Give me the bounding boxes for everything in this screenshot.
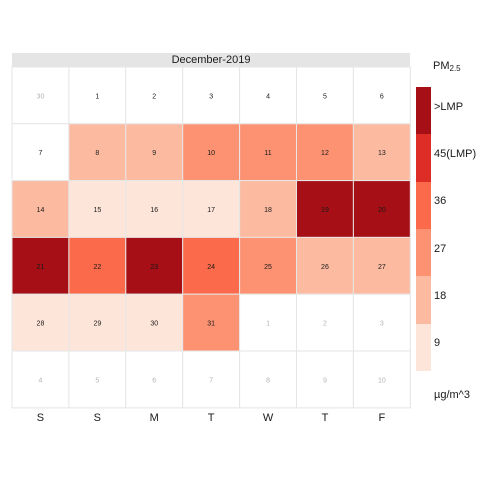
calendar-cell bbox=[125, 66, 184, 125]
day-number: 11 bbox=[264, 150, 271, 157]
day-number: 31 bbox=[207, 321, 215, 328]
day-number: 9 bbox=[152, 150, 156, 157]
calendar-cell bbox=[296, 293, 354, 352]
calendar-cell bbox=[182, 66, 241, 125]
weekday-label: M bbox=[149, 412, 159, 424]
day-number: 18 bbox=[264, 207, 272, 214]
day-number: 30 bbox=[150, 321, 158, 328]
day-number: 16 bbox=[150, 207, 158, 214]
day-number: 20 bbox=[378, 207, 386, 214]
legend-swatch bbox=[416, 229, 431, 277]
calendar-cell bbox=[239, 123, 298, 182]
day-number: 1 bbox=[266, 321, 270, 328]
day-number: 10 bbox=[378, 377, 386, 384]
legend-label: 45(LMP) bbox=[434, 148, 477, 160]
weekday-label: T bbox=[321, 412, 329, 424]
day-number: 19 bbox=[321, 207, 329, 214]
day-number: 15 bbox=[93, 207, 101, 214]
day-number: 17 bbox=[207, 207, 215, 214]
legend-swatch bbox=[416, 181, 431, 229]
calendar-cell bbox=[296, 123, 354, 182]
month-title: December-2019 bbox=[12, 53, 410, 67]
legend-label: 27 bbox=[434, 242, 447, 255]
day-number: 2 bbox=[152, 93, 156, 100]
calendar-cell bbox=[239, 66, 298, 125]
day-number: 22 bbox=[93, 264, 101, 271]
day-number: 9 bbox=[323, 377, 327, 384]
legend-label: 9 bbox=[434, 337, 441, 350]
calendar-cell bbox=[239, 180, 298, 238]
weekday-label: S bbox=[93, 412, 102, 424]
day-number: 6 bbox=[152, 377, 156, 384]
day-number: 3 bbox=[209, 93, 213, 100]
legend-label: >LMP bbox=[434, 100, 464, 113]
legend-swatch bbox=[416, 323, 431, 371]
legend-swatch bbox=[416, 134, 431, 182]
calendar-cell bbox=[68, 66, 127, 125]
day-number: 4 bbox=[38, 377, 42, 384]
weekday-label: S bbox=[36, 412, 45, 424]
legend-swatch bbox=[416, 276, 431, 324]
calendar-cell bbox=[352, 236, 411, 295]
calendar-cell bbox=[352, 180, 411, 238]
day-number: 2 bbox=[323, 321, 327, 328]
weekday-label: F bbox=[378, 412, 386, 424]
day-number: 10 bbox=[207, 150, 215, 157]
calendar-cell bbox=[296, 350, 354, 409]
legend-label: 18 bbox=[434, 290, 447, 302]
day-number: 8 bbox=[266, 377, 270, 384]
day-number: 7 bbox=[209, 377, 213, 384]
calendar-cell bbox=[182, 350, 241, 409]
legend-swatch bbox=[416, 87, 431, 135]
calendar-cell bbox=[68, 350, 127, 409]
day-number: 21 bbox=[37, 264, 45, 271]
calendar-cell bbox=[182, 123, 241, 182]
legend-label: 36 bbox=[434, 195, 447, 208]
day-number: 27 bbox=[378, 264, 386, 271]
day-number: 23 bbox=[150, 264, 158, 271]
calendar-cell bbox=[352, 293, 411, 352]
day-number: 8 bbox=[95, 150, 99, 157]
calendar-cell bbox=[68, 236, 127, 295]
calendar-cell bbox=[11, 350, 70, 409]
day-number: 26 bbox=[321, 264, 329, 271]
day-number: 5 bbox=[95, 377, 99, 384]
day-number: 30 bbox=[37, 93, 45, 100]
calendar-cell bbox=[352, 350, 411, 409]
day-number: 3 bbox=[380, 321, 384, 328]
weekday-label: W bbox=[262, 412, 274, 424]
calendar-cell bbox=[11, 123, 70, 182]
calendar-cell bbox=[239, 293, 298, 352]
legend-unit: µg/m^3 bbox=[434, 389, 470, 401]
calendar-cell bbox=[125, 350, 184, 409]
day-number: 1 bbox=[95, 93, 99, 100]
day-number: 13 bbox=[378, 150, 386, 157]
calendar-cell bbox=[125, 180, 184, 238]
day-number: 4 bbox=[266, 93, 270, 100]
day-number: 25 bbox=[264, 264, 272, 271]
calendar-cell bbox=[125, 123, 184, 182]
calendar-cell bbox=[182, 180, 241, 238]
day-number: 7 bbox=[38, 150, 42, 157]
day-number: 24 bbox=[207, 264, 215, 271]
day-number: 29 bbox=[93, 321, 101, 328]
day-number: 28 bbox=[37, 321, 45, 328]
day-number: 5 bbox=[323, 93, 327, 100]
day-number: 14 bbox=[37, 207, 45, 214]
calendar-cell bbox=[296, 236, 354, 295]
legend-title: PM2.5 bbox=[433, 60, 461, 73]
day-number: 12 bbox=[321, 150, 329, 157]
calendar-cell bbox=[182, 236, 241, 295]
day-number: 6 bbox=[380, 93, 384, 100]
weekday-label: T bbox=[207, 412, 215, 424]
